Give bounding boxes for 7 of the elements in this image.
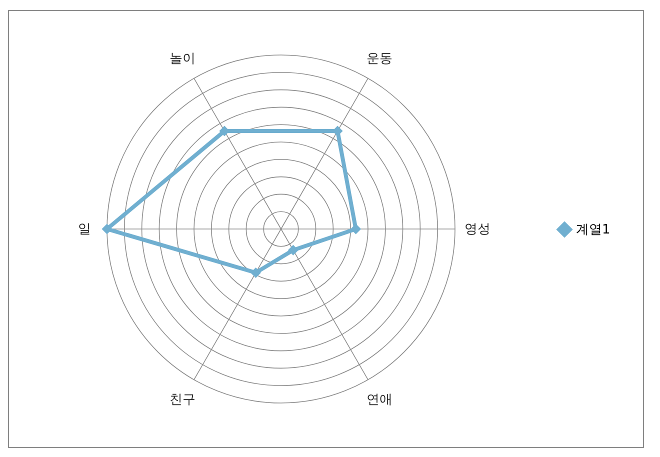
- spoke-label: 친구: [170, 392, 196, 408]
- spoke-label: 놀이: [170, 52, 196, 67]
- spoke-label: 운동: [366, 52, 392, 67]
- spoke-label: 영성: [464, 222, 491, 237]
- spoke-label: 일: [78, 222, 91, 237]
- legend-label: 계열1: [576, 222, 610, 238]
- spoke-label: 연애: [366, 392, 392, 408]
